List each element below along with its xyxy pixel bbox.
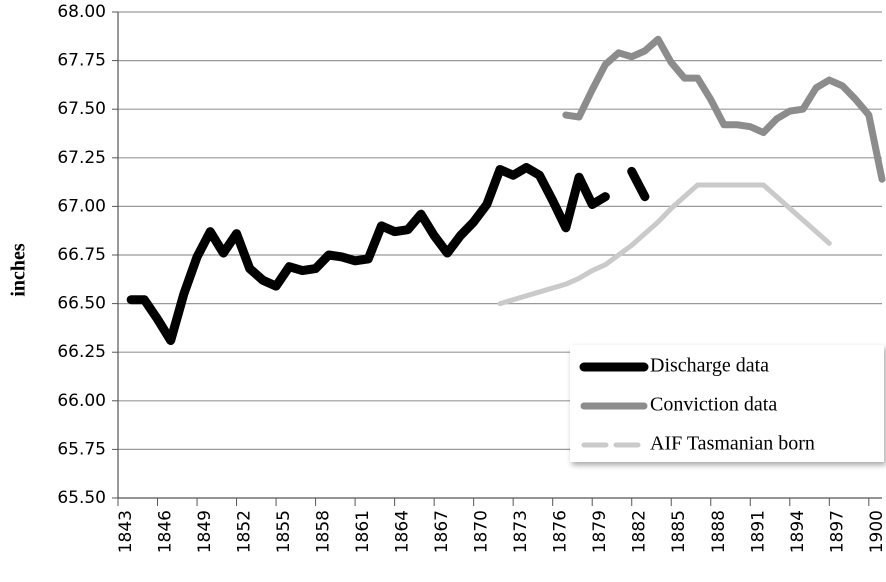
- x-tick-label: 1882: [630, 510, 650, 553]
- y-tick-label: 67.75: [57, 51, 106, 71]
- y-tick-label: 65.75: [57, 439, 106, 459]
- data-line: [497, 182, 832, 307]
- y-tick-label: 67.50: [57, 99, 106, 119]
- y-tick-label: 68.00: [57, 2, 106, 22]
- x-tick-label: 1861: [353, 510, 373, 553]
- x-tick-label: 1891: [748, 510, 768, 553]
- x-tick-label: 1864: [393, 510, 413, 553]
- legend-label: Discharge data: [650, 355, 769, 377]
- x-tick-label: 1858: [314, 510, 334, 553]
- x-tick-label: 1876: [551, 510, 571, 553]
- x-tick-label: 1873: [511, 510, 531, 553]
- x-tick-label: 1843: [116, 510, 136, 553]
- x-tick-label: 1894: [788, 510, 808, 553]
- x-tick-label: 1849: [195, 510, 215, 553]
- legend-label: Conviction data: [650, 394, 777, 416]
- legend-label: AIF Tasmanian born: [650, 433, 815, 455]
- x-tick-label: 1855: [274, 510, 294, 553]
- x-tick-label: 1885: [669, 510, 689, 553]
- data-line: [562, 35, 886, 183]
- x-tick-label: 1846: [156, 510, 176, 553]
- y-tick-label: 67.00: [57, 196, 106, 216]
- x-tick-label: 1867: [432, 510, 452, 553]
- y-tick-label: 67.25: [57, 148, 106, 168]
- x-tick-label: 1870: [472, 510, 492, 553]
- y-tick-label: 66.50: [57, 294, 106, 314]
- x-tick-label: 1897: [827, 510, 847, 553]
- x-tick-label: 1900: [867, 510, 886, 553]
- x-tick-label: 1888: [709, 510, 729, 553]
- y-tick-label: 65.50: [57, 488, 106, 508]
- y-tick-label: 66.00: [57, 391, 106, 411]
- y-axis-label: inches: [8, 243, 30, 297]
- x-tick-label: 1879: [590, 510, 610, 553]
- y-tick-label: 66.75: [57, 245, 106, 265]
- y-tick-label: 66.25: [57, 342, 106, 362]
- x-tick-label: 1852: [235, 510, 255, 553]
- data-line: [126, 163, 650, 346]
